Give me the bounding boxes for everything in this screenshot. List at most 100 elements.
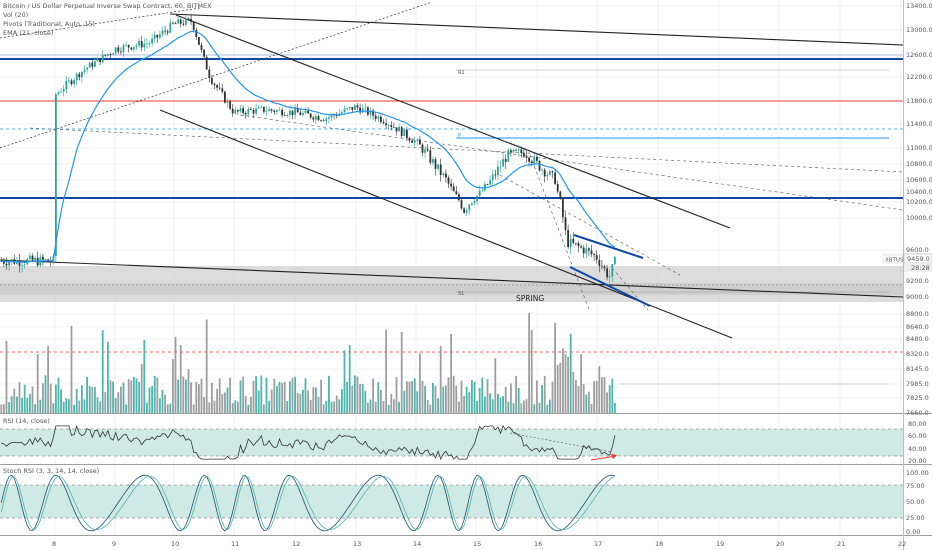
- candle-body[interactable]: [533, 156, 536, 164]
- candle-body[interactable]: [260, 106, 263, 108]
- price-axis-pane[interactable]: [903, 0, 932, 550]
- candle-body[interactable]: [575, 242, 577, 244]
- candle-body[interactable]: [536, 156, 538, 161]
- candle-body[interactable]: [588, 248, 590, 251]
- candle-body[interactable]: [614, 256, 616, 265]
- candle-body[interactable]: [156, 34, 159, 38]
- candle-body[interactable]: [546, 174, 549, 177]
- candle-body[interactable]: [29, 255, 31, 260]
- candle-body[interactable]: [164, 30, 166, 32]
- candle-body[interactable]: [549, 171, 551, 175]
- candle-body[interactable]: [499, 166, 502, 168]
- candle-body[interactable]: [611, 264, 614, 277]
- candle-body[interactable]: [242, 108, 244, 113]
- candle-body[interactable]: [403, 129, 406, 137]
- candle-body[interactable]: [286, 115, 289, 116]
- candle-body[interactable]: [187, 18, 190, 20]
- candle-body[interactable]: [442, 173, 445, 176]
- candle-body[interactable]: [148, 43, 151, 45]
- candle-body[interactable]: [291, 110, 294, 115]
- candle-body[interactable]: [374, 115, 377, 119]
- candle-body[interactable]: [408, 137, 411, 141]
- candle-body[interactable]: [270, 109, 273, 111]
- candle-body[interactable]: [263, 106, 265, 112]
- wedge-upper[interactable]: [573, 234, 644, 259]
- candle-body[interactable]: [23, 264, 26, 266]
- candle-body[interactable]: [203, 49, 205, 57]
- candle-body[interactable]: [312, 117, 315, 120]
- candle-body[interactable]: [234, 110, 237, 114]
- candle-body[interactable]: [205, 56, 208, 70]
- candle-body[interactable]: [247, 109, 250, 115]
- candle-body[interactable]: [278, 109, 281, 111]
- candle-body[interactable]: [481, 190, 484, 192]
- candle-body[interactable]: [455, 191, 458, 195]
- candle-body[interactable]: [239, 108, 242, 112]
- candle-body[interactable]: [101, 54, 104, 63]
- candle-body[interactable]: [400, 127, 403, 137]
- candle-body[interactable]: [380, 116, 382, 122]
- candle-body[interactable]: [130, 47, 133, 50]
- candle-body[interactable]: [208, 69, 211, 78]
- candle-body[interactable]: [317, 116, 320, 121]
- candle-body[interactable]: [393, 126, 395, 128]
- candle-body[interactable]: [289, 110, 291, 116]
- candle-body[interactable]: [471, 203, 473, 205]
- candle-body[interactable]: [21, 265, 23, 266]
- candle-body[interactable]: [494, 174, 497, 176]
- candle-body[interactable]: [221, 88, 224, 92]
- candle-body[interactable]: [416, 139, 419, 141]
- candle-body[interactable]: [104, 54, 107, 56]
- candle-body[interactable]: [559, 191, 562, 199]
- candle-body[interactable]: [372, 110, 374, 116]
- candle-body[interactable]: [489, 180, 491, 185]
- candle-body[interactable]: [42, 256, 44, 260]
- candle-body[interactable]: [174, 23, 177, 25]
- candle-body[interactable]: [359, 107, 361, 113]
- candle-body[interactable]: [70, 80, 73, 85]
- candle-body[interactable]: [161, 30, 164, 35]
- candle-body[interactable]: [398, 127, 400, 132]
- candle-body[interactable]: [520, 149, 523, 154]
- candle-body[interactable]: [83, 69, 86, 72]
- candle-body[interactable]: [348, 107, 351, 109]
- candle-body[interactable]: [81, 71, 83, 78]
- candlestick-series[interactable]: [0, 13, 616, 283]
- trendline-long-top[interactable]: [169, 13, 904, 46]
- candle-body[interactable]: [302, 112, 304, 116]
- candle-body[interactable]: [385, 123, 387, 126]
- candle-body[interactable]: [179, 19, 182, 24]
- candle-body[interactable]: [504, 159, 507, 162]
- candle-body[interactable]: [166, 31, 169, 33]
- candle-body[interactable]: [582, 247, 585, 254]
- candle-body[interactable]: [44, 259, 47, 261]
- candle-body[interactable]: [86, 67, 88, 70]
- candle-body[interactable]: [112, 53, 114, 55]
- candle-body[interactable]: [213, 83, 216, 86]
- candle-body[interactable]: [468, 204, 471, 211]
- trendline-long-bottom[interactable]: [0, 259, 904, 298]
- candle-body[interactable]: [564, 217, 567, 231]
- candle-body[interactable]: [309, 113, 312, 118]
- candle-body[interactable]: [476, 195, 478, 202]
- candle-body[interactable]: [218, 87, 221, 89]
- candle-body[interactable]: [387, 125, 390, 126]
- candle-body[interactable]: [538, 160, 541, 171]
- candle-body[interactable]: [133, 47, 135, 50]
- candle-body[interactable]: [153, 34, 156, 39]
- candle-body[interactable]: [57, 92, 60, 95]
- candle-body[interactable]: [307, 110, 309, 114]
- candle-body[interactable]: [429, 150, 432, 163]
- candle-body[interactable]: [528, 157, 530, 162]
- candle-body[interactable]: [541, 169, 543, 171]
- candle-body[interactable]: [146, 43, 148, 45]
- candle-body[interactable]: [601, 265, 603, 267]
- candle-body[interactable]: [65, 80, 68, 90]
- candle-body[interactable]: [107, 54, 109, 56]
- candle-body[interactable]: [31, 255, 34, 261]
- candle-body[interactable]: [562, 198, 564, 218]
- candle-body[interactable]: [304, 110, 307, 113]
- candle-body[interactable]: [117, 47, 120, 52]
- candle-body[interactable]: [255, 108, 257, 114]
- candle-body[interactable]: [114, 47, 117, 54]
